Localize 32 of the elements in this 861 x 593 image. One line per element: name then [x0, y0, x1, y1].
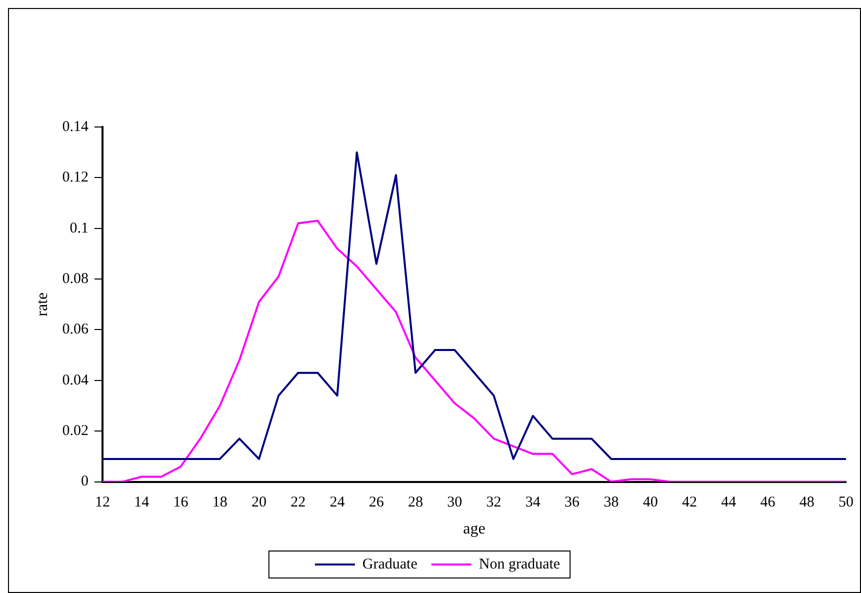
x-tick-label: 28: [408, 494, 424, 511]
y-tick-label: 0.1: [70, 220, 88, 236]
x-tick-label: 44: [721, 494, 737, 511]
x-tick-label: 22: [290, 494, 306, 511]
y-tick-label: 0.08: [62, 270, 88, 287]
y-tick-label: 0.14: [62, 118, 89, 135]
x-tick-label: 38: [604, 494, 619, 511]
x-tick-label: 12: [94, 494, 110, 511]
x-tick-label: 18: [212, 494, 228, 511]
legend-label: Graduate: [362, 556, 418, 572]
x-tick-label: 32: [486, 494, 502, 511]
x-tick-label: 40: [642, 494, 658, 511]
x-axis-title: age: [463, 520, 486, 538]
legend-label: Non graduate: [478, 556, 560, 572]
y-axis-title: rate: [34, 292, 51, 316]
x-tick-label: 24: [330, 494, 346, 511]
y-tick-label: 0.06: [62, 322, 89, 338]
x-tick-label: 30: [447, 494, 462, 511]
x-tick-label: 46: [760, 494, 776, 511]
x-tick-label: 20: [251, 494, 266, 511]
y-tick-label: 0.04: [62, 372, 89, 388]
x-tick-label: 34: [525, 494, 541, 511]
x-tick-label: 42: [682, 494, 697, 511]
y-tick-label: 0.12: [62, 170, 88, 186]
x-tick-label: 36: [564, 494, 580, 511]
y-tick-label: 0: [80, 474, 88, 490]
x-tick-label: 50: [838, 494, 854, 511]
x-tick-label: 26: [368, 494, 384, 511]
x-tick-label: 16: [173, 494, 189, 511]
y-tick-label: 0.02: [62, 423, 88, 440]
x-tick-label: 14: [134, 494, 150, 511]
x-tick-label: 48: [799, 494, 814, 511]
